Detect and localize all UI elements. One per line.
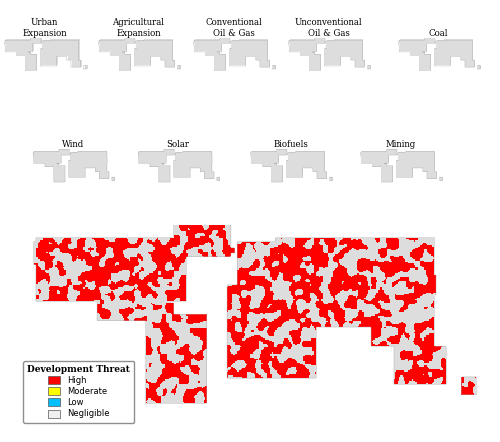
Title: Agricultural
Expansion: Agricultural Expansion — [112, 19, 164, 38]
Title: Unconventional
Oil & Gas: Unconventional Oil & Gas — [294, 19, 362, 38]
Title: Biofuels: Biofuels — [273, 140, 308, 149]
Title: Wind: Wind — [62, 140, 84, 149]
Title: Solar: Solar — [166, 140, 190, 149]
Title: Urban
Expansion: Urban Expansion — [22, 19, 67, 38]
Title: Conventional
Oil & Gas: Conventional Oil & Gas — [205, 19, 262, 38]
Legend: High, Moderate, Low, Negligible: High, Moderate, Low, Negligible — [23, 361, 134, 423]
Title: Coal: Coal — [429, 29, 448, 38]
Title: Mining: Mining — [386, 140, 416, 149]
